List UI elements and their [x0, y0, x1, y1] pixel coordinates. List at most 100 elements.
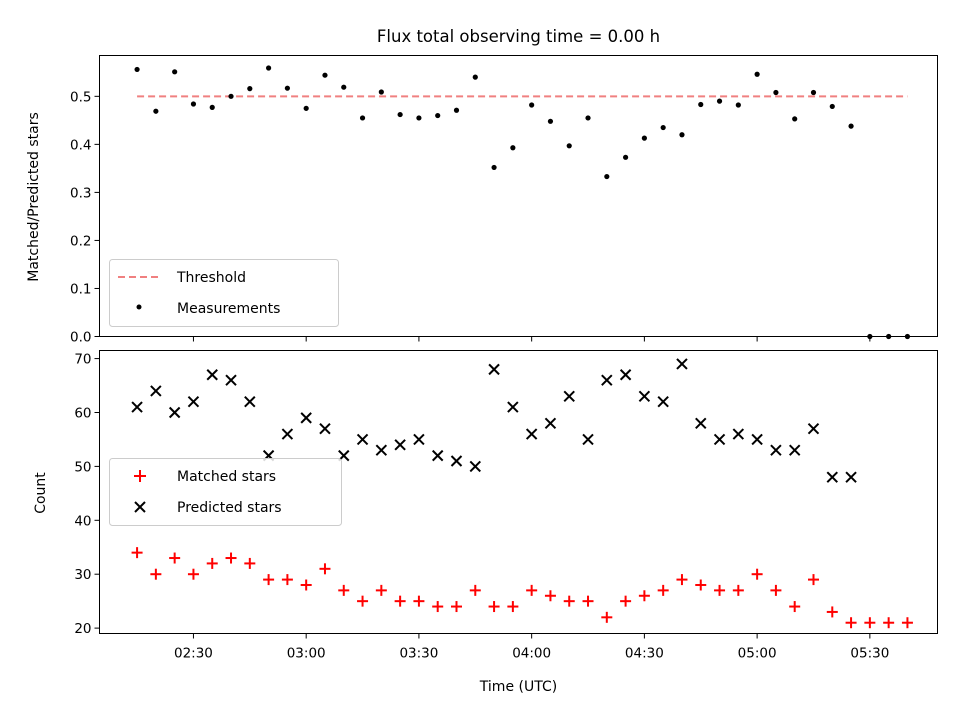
measurement-point — [641, 135, 647, 141]
measurement-point — [172, 69, 178, 75]
matched-star-point — [225, 552, 237, 564]
matched-star-point — [845, 617, 857, 629]
matched-star-point — [638, 590, 650, 602]
predicted-mark-b — [657, 396, 669, 408]
measurement-point — [622, 154, 629, 160]
predicted-mark-b — [131, 401, 143, 413]
predicted-star-point — [582, 433, 594, 446]
matched-star-point — [657, 584, 669, 596]
measurement-point — [228, 93, 234, 99]
predicted-star-point — [488, 363, 500, 376]
matched-star-point — [244, 557, 256, 569]
matched-star-point — [676, 574, 688, 586]
matched-star-point — [319, 563, 331, 575]
measurement-point — [867, 333, 873, 340]
predicted-mark-b — [225, 374, 237, 386]
predicted-star-point — [507, 401, 519, 413]
predicted-star-point — [131, 401, 143, 413]
measurement-point — [754, 71, 760, 77]
measurement-point — [266, 65, 272, 71]
top-y-tick-label: 0.2 — [70, 233, 91, 249]
measurement-point — [378, 89, 384, 95]
measurement-point — [153, 108, 159, 114]
legend-matched-swatch — [134, 470, 146, 482]
predicted-mark-b — [168, 406, 181, 419]
predicted-mark-b — [563, 390, 575, 403]
predicted-star-point — [525, 428, 538, 440]
predicted-mark-b — [244, 396, 256, 408]
predicted-star-point — [187, 396, 200, 408]
predicted-mark-b — [431, 449, 444, 462]
matched-star-point — [131, 547, 143, 559]
matched-star-point — [150, 568, 162, 580]
measurement-point — [698, 101, 704, 108]
bottom-legend-box — [109, 458, 342, 526]
predicted-star-point — [281, 428, 294, 440]
matched-star-point — [544, 590, 556, 602]
measurement-point — [190, 101, 197, 107]
matched-star-point — [563, 595, 575, 607]
matched-star-point — [469, 584, 481, 596]
predicted-mark-b — [638, 390, 651, 403]
matched-star-point — [582, 595, 594, 607]
predicted-mark-b — [150, 385, 162, 397]
predicted-mark-b — [544, 417, 557, 429]
measurement-point — [773, 89, 779, 96]
predicted-star-point — [319, 422, 331, 435]
predicted-star-point — [826, 471, 838, 483]
predicted-mark-b — [695, 417, 707, 429]
predicted-mark-b — [413, 433, 425, 446]
matched-star-point — [901, 617, 913, 629]
predicted-mark-b — [807, 422, 820, 435]
matched-star-point — [413, 595, 425, 607]
predicted-mark-b — [469, 460, 481, 473]
legend-predicted-label: Predicted stars — [177, 500, 282, 516]
top-y-tick-label: 0.4 — [70, 137, 91, 153]
predicted-mark-b — [300, 412, 312, 424]
measurement-point — [679, 132, 685, 138]
predicted-mark-b — [488, 363, 500, 376]
bottom-x-tick-label: 04:30 — [625, 646, 664, 662]
top-y-tick-label: 0.5 — [70, 89, 91, 105]
predicted-mark-b — [601, 374, 613, 386]
predicted-star-point — [244, 396, 256, 408]
matched-star-point — [620, 595, 632, 607]
top-legend-box — [109, 259, 339, 327]
measurement-point — [848, 123, 854, 129]
predicted-star-point — [657, 396, 669, 408]
bottom-y-tick-label: 70 — [74, 352, 91, 368]
measurement-point — [359, 115, 366, 121]
matched-star-point — [714, 584, 726, 596]
matched-star-point — [826, 606, 838, 618]
top-y-tick-label: 0.3 — [70, 185, 91, 201]
predicted-star-point — [225, 374, 237, 386]
measurement-point — [792, 116, 798, 122]
bottom-plot-frame — [99, 350, 938, 634]
top-y-axis-label: Matched/Predicted stars — [26, 112, 42, 282]
measurement-point — [735, 102, 741, 108]
predicted-mark-b — [450, 455, 463, 467]
bottom-x-tick-label: 03:30 — [399, 646, 438, 662]
predicted-mark-b — [676, 358, 688, 370]
measurement-point — [904, 333, 911, 340]
legend-measurements-label: Measurements — [177, 301, 280, 317]
measurement-point — [585, 115, 591, 121]
measurement-point — [660, 124, 666, 131]
bottom-legend: Matched stars Predicted stars — [109, 458, 342, 526]
predicted-star-point — [619, 369, 632, 381]
predicted-star-point — [394, 439, 406, 451]
matched-star-point — [807, 574, 819, 586]
predicted-star-point — [563, 390, 575, 403]
bottom-y-axis-label: Count — [33, 472, 49, 514]
predicted-mark-b — [206, 369, 218, 381]
matched-star-point — [601, 611, 613, 623]
measurement-point — [472, 74, 478, 80]
matched-star-point — [883, 617, 895, 629]
predicted-mark-b — [713, 433, 726, 446]
predicted-star-point — [770, 444, 782, 456]
matched-star-point — [187, 568, 199, 580]
measurement-point — [247, 86, 253, 92]
predicted-mark-b — [770, 444, 782, 456]
predicted-star-point — [375, 444, 388, 456]
